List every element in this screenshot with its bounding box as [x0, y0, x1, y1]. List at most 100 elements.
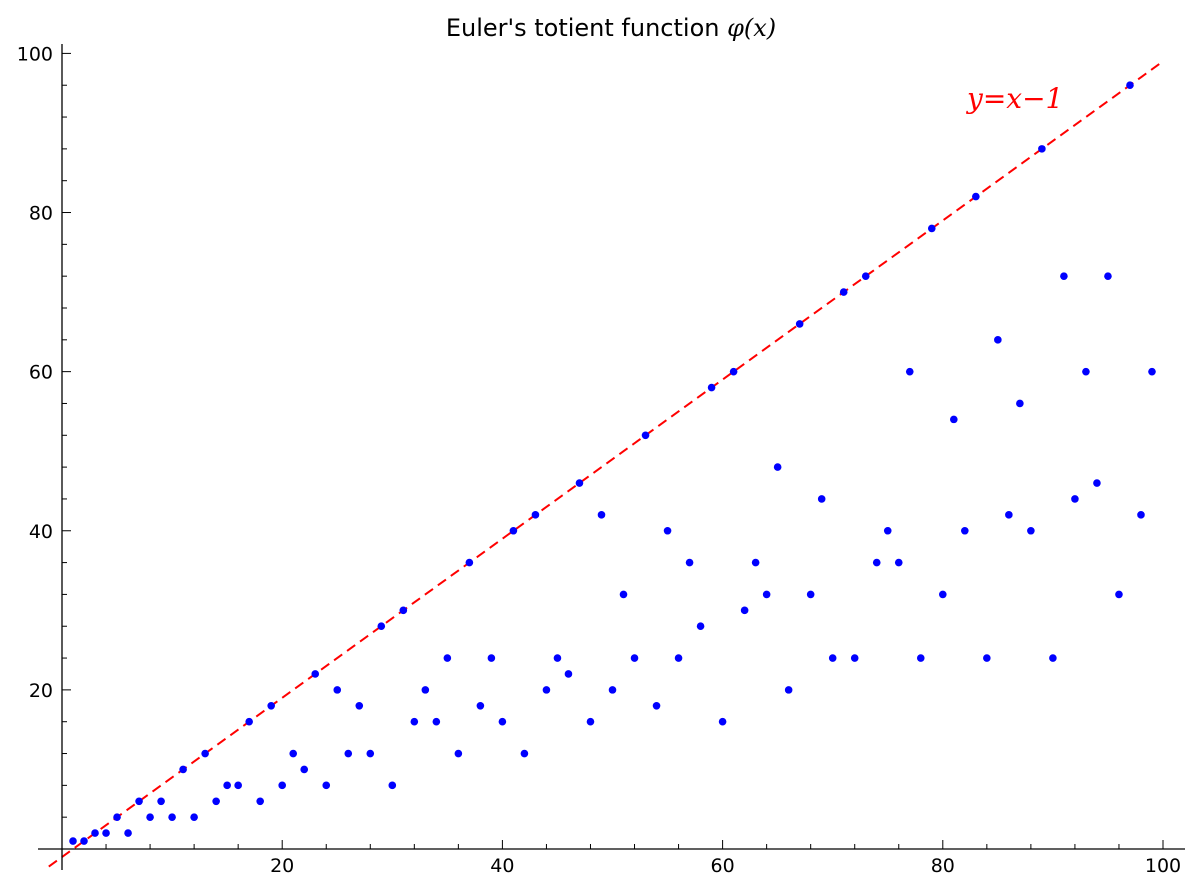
- data-point: [1038, 145, 1046, 153]
- data-point: [641, 431, 650, 440]
- data-point: [994, 336, 1002, 344]
- data-point: [773, 463, 782, 471]
- y-tick-label: 100: [17, 43, 53, 65]
- data-point: [1115, 590, 1123, 599]
- data-point: [564, 670, 573, 678]
- data-point: [256, 797, 264, 806]
- data-point: [531, 511, 540, 519]
- data-point: [91, 829, 99, 837]
- data-point: [157, 797, 165, 806]
- data-point: [718, 717, 727, 726]
- data-point: [608, 686, 617, 694]
- chart-title-text: Euler's totient function: [446, 14, 727, 42]
- data-point: [1093, 479, 1101, 487]
- data-point: [828, 654, 837, 662]
- data-point: [399, 606, 408, 615]
- data-point: [223, 781, 231, 790]
- x-tick-label: 60: [711, 855, 735, 877]
- data-point: [696, 622, 705, 631]
- data-point: [168, 813, 176, 821]
- data-point: [1016, 399, 1024, 408]
- data-point: [806, 590, 815, 599]
- data-point: [509, 526, 518, 535]
- data-point: [961, 526, 969, 535]
- x-tick-label: 40: [490, 855, 514, 877]
- data-point: [685, 558, 694, 567]
- data-point: [597, 511, 606, 519]
- data-point: [1027, 526, 1035, 535]
- data-point: [542, 686, 551, 694]
- data-point: [1137, 511, 1145, 519]
- data-point: [454, 749, 463, 758]
- data-point: [894, 558, 903, 567]
- data-point: [817, 495, 826, 503]
- data-point: [190, 813, 198, 821]
- data-point: [124, 829, 132, 837]
- data-point: [674, 654, 683, 662]
- data-point: [234, 781, 242, 790]
- y-tick-label: 20: [29, 680, 53, 702]
- data-point: [1148, 367, 1156, 376]
- data-point: [729, 367, 738, 376]
- data-point: [740, 606, 749, 615]
- data-point: [344, 749, 353, 758]
- data-point: [476, 701, 485, 710]
- reference-line-layer: [48, 60, 1164, 868]
- data-point: [69, 837, 77, 845]
- data-point: [619, 590, 628, 599]
- data-point: [465, 558, 474, 567]
- data-point: [630, 654, 639, 662]
- data-point: [983, 654, 991, 662]
- data-point: [950, 415, 958, 424]
- data-point: [553, 654, 562, 662]
- axis-ticks: 20 40 60 80 100 20 40 60 80 100: [17, 43, 1181, 877]
- data-point: [939, 590, 947, 599]
- data-point: [421, 686, 430, 694]
- data-point: [1126, 81, 1134, 90]
- data-point: [861, 272, 870, 280]
- data-point: [80, 837, 88, 845]
- reference-line: [48, 60, 1164, 868]
- data-point: [1082, 367, 1090, 376]
- data-point: [520, 749, 529, 758]
- data-point: [1071, 495, 1079, 503]
- data-point: [443, 654, 452, 662]
- data-point: [762, 590, 771, 599]
- data-point: [146, 813, 154, 821]
- data-point: [1005, 511, 1013, 519]
- data-point: [278, 781, 287, 790]
- data-point: [388, 781, 397, 790]
- data-point: [839, 288, 848, 296]
- y-tick-label: 80: [29, 203, 53, 225]
- data-point: [300, 765, 309, 774]
- data-point: [784, 686, 793, 694]
- data-point: [322, 781, 331, 790]
- data-point: [872, 558, 881, 567]
- data-point: [586, 717, 595, 726]
- data-point: [1104, 272, 1112, 280]
- data-point: [113, 813, 121, 821]
- data-point: [707, 383, 716, 392]
- data-point: [927, 224, 936, 233]
- data-point: [487, 654, 496, 662]
- data-point: [575, 479, 584, 487]
- data-point: [751, 558, 760, 567]
- data-point: [333, 686, 342, 694]
- data-point: [916, 654, 925, 662]
- data-point: [883, 526, 892, 535]
- x-tick-label: 80: [931, 855, 955, 877]
- data-point: [432, 717, 441, 726]
- data-point: [663, 526, 672, 535]
- y-tick-label: 40: [29, 521, 53, 543]
- data-point: [377, 622, 386, 631]
- chart-title: Euler's totient function φ(x): [446, 14, 776, 42]
- data-point: [179, 765, 187, 774]
- x-tick-label: 100: [1145, 855, 1181, 877]
- data-point: [311, 670, 320, 678]
- plot-area: 20 40 60 80 100 20 40 60 80 100: [17, 43, 1185, 877]
- data-point: [1060, 272, 1068, 280]
- data-point: [972, 192, 980, 201]
- data-point: [1049, 654, 1057, 662]
- axes: [38, 44, 1185, 870]
